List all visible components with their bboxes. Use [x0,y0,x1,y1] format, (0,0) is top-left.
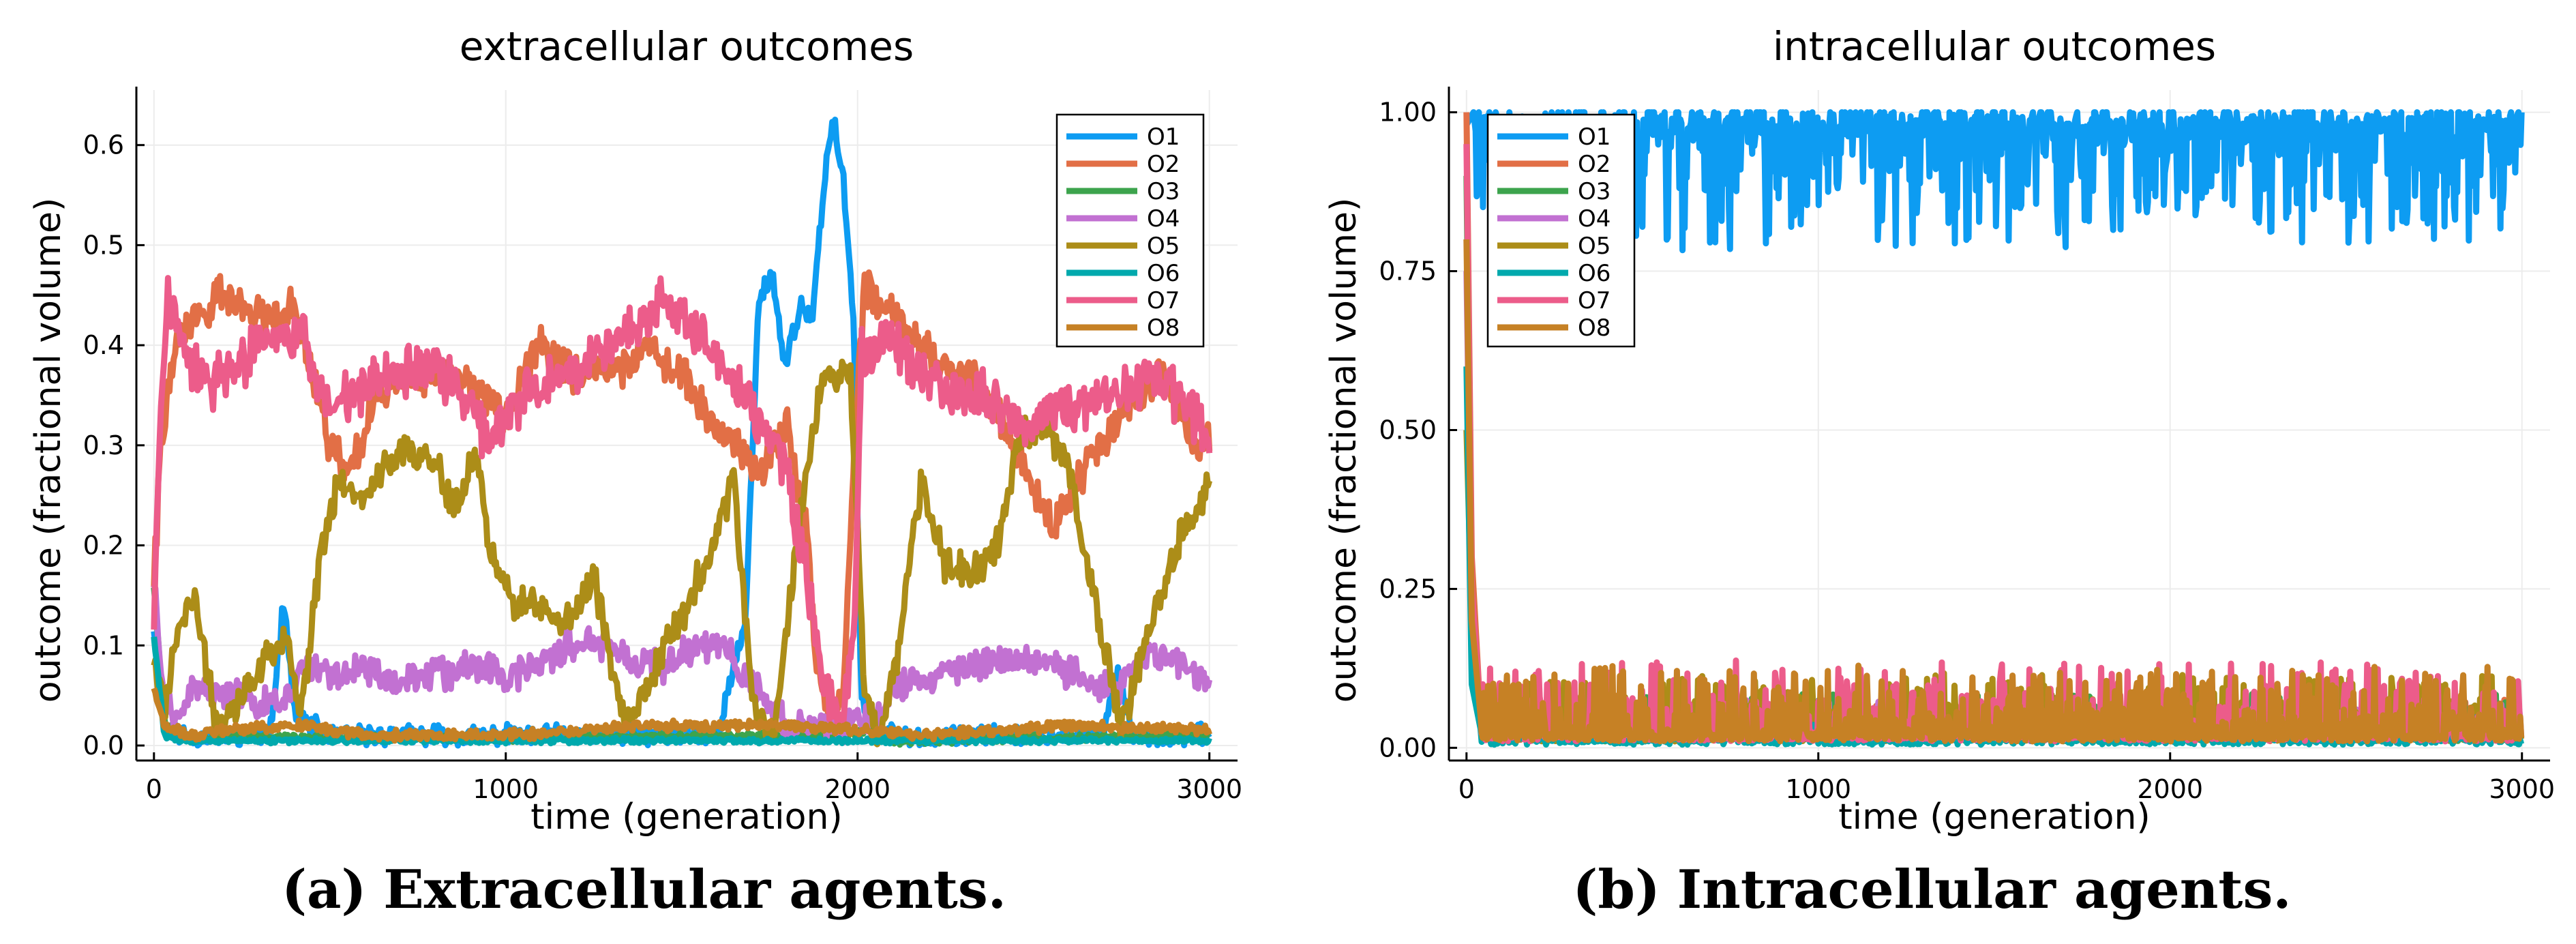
series-line-o8 [151,687,1212,744]
legend-label-o5: O5 [1578,233,1611,260]
y-tick-label: 0.50 [1379,415,1437,445]
y-tick-label: 0.0 [83,731,124,761]
legend-label-o4: O4 [1147,205,1180,233]
y-tick-label: 0.2 [83,531,124,561]
y-tick-label: 0.5 [83,230,124,260]
caption-b: (b) Intracellular agents. [1288,856,2576,924]
y-tick-label: 0.3 [83,430,124,460]
y-tick-label: 0.00 [1379,733,1437,763]
y-tick-label: 0.25 [1379,574,1437,604]
caption-text: Intracellular agents. [1677,859,2292,921]
legend-label-o1: O1 [1147,123,1180,151]
panel-intracellular: intracellular outcomes 0 1000 2000 3000 0.00… [1323,23,2555,838]
x-tick-label: 1000 [1785,774,1851,804]
legend-label-o3: O3 [1147,178,1180,205]
legend-label-o2: O2 [1578,151,1611,178]
y-tick-label: 0.75 [1379,256,1437,286]
x-tick-label: 1000 [473,774,539,804]
panel-extracellular: extracellular outcomes 0 1000 2000 30000.00… [28,23,1242,838]
axes [135,87,1238,762]
caption-label: (b) [1572,859,1660,921]
y-tick-label: 0.4 [83,330,124,360]
x-tick-label: 0 [1458,774,1475,804]
legend-label-o6: O6 [1147,260,1180,287]
plot-area [1463,109,2525,748]
y-tick-label: 0.6 [83,130,124,160]
chart-title: intracellular outcomes [1773,23,2216,70]
series-line-o8 [1463,239,2525,745]
caption-label: (a) [282,859,367,921]
legend-label-o7: O7 [1147,287,1180,314]
legend-label-o4: O4 [1578,205,1611,233]
legend-label-o6: O6 [1578,260,1611,287]
y-axis-label: outcome (fractional volume) [1323,198,1364,703]
legend-label-o2: O2 [1147,151,1180,178]
legend-label-o7: O7 [1578,287,1611,314]
legend-label-o8: O8 [1147,314,1180,342]
x-axis-label: time (generation) [530,797,842,838]
series-line-o4 [151,583,1213,746]
legend-label-o3: O3 [1578,178,1611,205]
x-tick-label: 2000 [824,774,890,804]
x-tick-label: 3000 [2489,774,2555,804]
caption-a: (a) Extracellular agents. [0,856,1288,924]
series-line-o2 [151,269,1213,728]
y-axis-label: outcome (fractional volume) [28,198,69,703]
legend-label-o1: O1 [1578,123,1611,151]
legend-label-o8: O8 [1578,314,1611,342]
axes [1448,87,2550,762]
y-tick-label: 1.00 [1379,98,1437,128]
x-tick-label: 2000 [2137,774,2203,804]
legend-label-o5: O5 [1147,233,1180,260]
x-axis-label: time (generation) [1838,797,2150,838]
caption-text: Extracellular agents. [383,859,1006,921]
series-line-o6 [151,636,1212,747]
legend-box [1486,113,1636,348]
chart-title: extracellular outcomes [460,23,914,70]
plot-area [151,117,1213,749]
x-tick-label: 0 [146,774,162,804]
y-tick-label: 0.1 [83,630,124,660]
tick-labels: 0 1000 2000 3000 0.00 0.25 0.50 0.75 1.00 [1379,98,2555,804]
series-line-o1 [1463,109,2525,254]
series-line-o7 [151,275,1213,735]
legend-box [1055,113,1205,348]
tick-labels: 0 1000 2000 3000 0.0 0.1 0.2 0.3 0.4 0.5 0.6 [83,130,1243,804]
x-tick-label: 3000 [1176,774,1242,804]
